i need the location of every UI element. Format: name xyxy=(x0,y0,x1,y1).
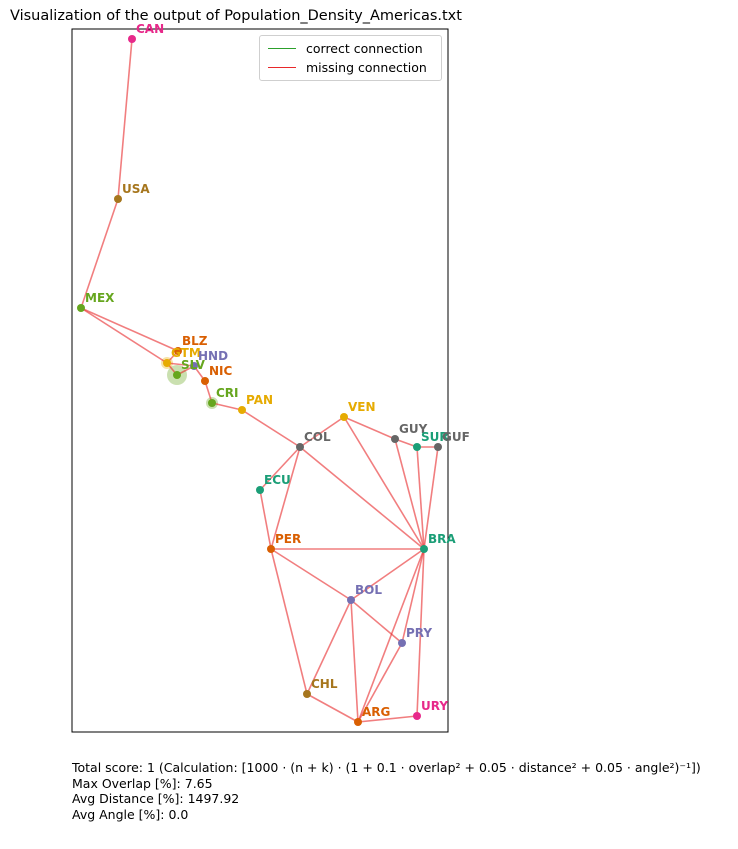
edge-layer xyxy=(80,38,439,723)
node-blz xyxy=(174,347,182,355)
edge-col-ven xyxy=(299,416,345,448)
edge-bol-chl xyxy=(306,599,352,695)
edge-ecu-per xyxy=(259,489,272,550)
edge-cri-pan xyxy=(211,402,243,411)
edge-guy-bra xyxy=(394,438,425,550)
legend-swatch-correct xyxy=(268,48,296,49)
edge-gtm-hnd xyxy=(166,362,195,367)
node-ecu xyxy=(256,486,264,494)
node-label-usa: USA xyxy=(122,182,150,196)
node-gtm xyxy=(163,359,171,367)
edge-mex-blz xyxy=(80,307,179,352)
max-overlap-line: Max Overlap [%]: 7.65 xyxy=(72,775,213,791)
node-label-sur: SUR xyxy=(421,430,449,444)
node-label-can: CAN xyxy=(136,22,164,36)
edge-chl-arg xyxy=(306,693,359,723)
edge-bra-bol xyxy=(350,548,425,601)
score-summary: Total score: 1 (Calculation: [1000 · (n … xyxy=(72,760,701,822)
node-layer xyxy=(77,35,442,726)
edge-per-bol xyxy=(270,548,352,601)
edge-bra-ury xyxy=(416,548,425,717)
node-label-ury: URY xyxy=(421,699,448,713)
node-can xyxy=(128,35,136,43)
edge-bra-arg xyxy=(357,548,425,723)
node-sur xyxy=(413,443,421,451)
edge-bol-arg xyxy=(350,599,359,723)
edge-ven-guy xyxy=(343,416,396,440)
edge-pry-arg xyxy=(357,642,403,723)
node-hnd xyxy=(190,362,198,370)
node-chl xyxy=(303,690,311,698)
edge-col-ecu xyxy=(259,446,301,491)
node-label-ecu: ECU xyxy=(264,473,291,487)
node-pan xyxy=(238,406,246,414)
node-guf xyxy=(434,443,442,451)
node-ury xyxy=(413,712,421,720)
node-label-blz: BLZ xyxy=(182,334,208,348)
edge-usa-mex xyxy=(80,198,119,309)
node-mex xyxy=(77,304,85,312)
plot-frame xyxy=(71,28,449,733)
chart-title: Visualization of the output of Populatio… xyxy=(10,8,462,24)
node-per xyxy=(267,545,275,553)
edge-pan-col xyxy=(241,409,301,448)
edge-bra-pry xyxy=(401,548,425,644)
edge-col-bra xyxy=(299,446,425,550)
node-label-guy: GUY xyxy=(399,422,428,436)
edge-bol-pry xyxy=(350,599,403,644)
edge-arg-ury xyxy=(357,715,418,723)
avg-angle-line: Avg Angle [%]: 0.0 xyxy=(72,806,189,822)
edge-guf-bra xyxy=(423,446,439,550)
node-label-gtm: GTM xyxy=(171,346,201,360)
node-label-pan: PAN xyxy=(246,393,273,407)
node-pry xyxy=(398,639,406,647)
node-ven xyxy=(340,413,348,421)
legend: correct connection missing connection xyxy=(259,35,442,81)
node-bra xyxy=(420,545,428,553)
node-cri xyxy=(208,399,216,407)
legend-label-missing: missing connection xyxy=(306,60,427,75)
node-label-pry: PRY xyxy=(406,626,432,640)
legend-label-correct: correct connection xyxy=(306,41,423,56)
edge-per-chl xyxy=(270,548,308,695)
node-label-nic: NIC xyxy=(209,364,233,378)
node-label-guf: GUF xyxy=(442,430,470,444)
node-col xyxy=(296,443,304,451)
node-label-arg: ARG xyxy=(362,705,390,719)
node-guy xyxy=(391,435,399,443)
legend-item-correct: correct connection xyxy=(268,41,423,56)
node-usa xyxy=(114,195,122,203)
node-label-chl: CHL xyxy=(311,677,338,691)
node-label-per: PER xyxy=(275,532,301,546)
legend-item-missing: missing connection xyxy=(268,60,427,75)
node-label-bra: BRA xyxy=(428,532,456,546)
node-slv xyxy=(173,371,181,379)
edge-ven-bra xyxy=(343,416,425,550)
node-label-slv: SLV xyxy=(181,358,206,372)
node-label-cri: CRI xyxy=(216,386,239,400)
avg-distance-line: Avg Distance [%]: 1497.92 xyxy=(72,791,240,806)
node-label-mex: MEX xyxy=(85,291,115,305)
score-line: Total score: 1 (Calculation: [1000 · (n … xyxy=(72,760,701,775)
node-label-col: COL xyxy=(304,430,331,444)
node-label-hnd: HND xyxy=(198,349,228,363)
node-nic xyxy=(201,377,209,385)
edge-can-usa xyxy=(117,38,133,200)
edge-sur-bra xyxy=(416,446,425,550)
node-label-ven: VEN xyxy=(348,400,376,414)
edge-mex-gtm xyxy=(80,307,168,364)
node-label-bol: BOL xyxy=(355,583,382,597)
legend-swatch-missing xyxy=(268,67,296,68)
node-arg xyxy=(354,718,362,726)
edge-col-per xyxy=(270,446,301,550)
node-bol xyxy=(347,596,355,604)
